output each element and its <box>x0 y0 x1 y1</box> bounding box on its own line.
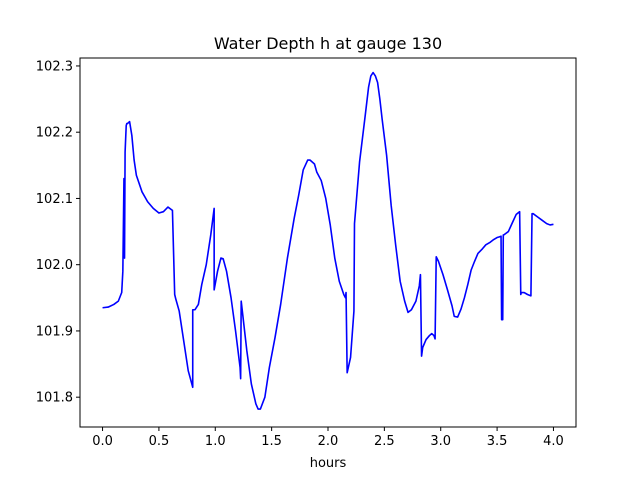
x-axis-label: hours <box>310 456 347 471</box>
x-tick-label: 3.0 <box>430 434 451 449</box>
x-tick-label: 1.5 <box>261 434 282 449</box>
x-axis-ticks: 0.0 0.5 1.0 1.5 2.0 2.5 3.0 3.5 4.0 <box>92 427 564 449</box>
y-axis-ticks: 101.8 101.9 102.0 102.1 102.2 102.3 <box>36 59 80 406</box>
x-tick-label: 0.5 <box>149 434 170 449</box>
x-tick-label: 3.5 <box>487 434 508 449</box>
x-tick-label: 1.0 <box>205 434 226 449</box>
plot-area-frame <box>79 57 577 428</box>
x-tick-label: 4.0 <box>543 434 564 449</box>
x-tick-label: 2.5 <box>374 434 395 449</box>
chart-title: Water Depth h at gauge 130 <box>214 34 442 53</box>
series-group <box>102 71 554 410</box>
y-tick-label: 102.1 <box>36 192 73 207</box>
x-tick-label: 2.0 <box>318 434 339 449</box>
x-tick-label: 0.0 <box>92 434 113 449</box>
series-line-0 <box>102 71 554 410</box>
y-tick-label: 102.2 <box>36 126 73 141</box>
y-tick-label: 101.8 <box>36 391 73 406</box>
y-tick-label: 102.0 <box>36 258 73 273</box>
y-tick-label: 101.9 <box>36 324 73 339</box>
y-tick-label: 102.3 <box>36 59 73 74</box>
